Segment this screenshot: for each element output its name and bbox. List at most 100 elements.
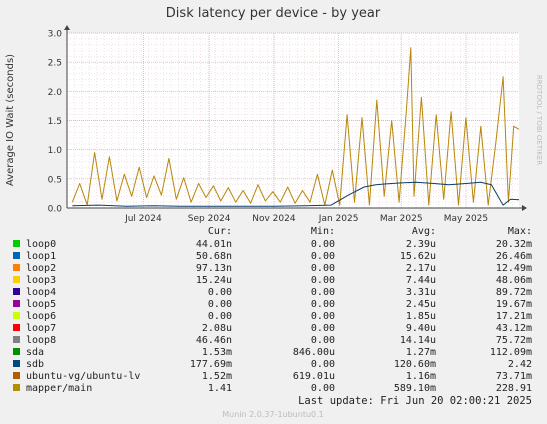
legend-swatch xyxy=(13,384,20,391)
legend-swatch xyxy=(13,264,20,271)
legend-name: sda xyxy=(26,347,44,358)
y-axis-label: Average IO Wait (seconds) xyxy=(5,54,16,186)
y-tick-label: 0.0 xyxy=(48,205,63,215)
legend-value-max: 2.42 xyxy=(508,359,532,370)
legend-value-avg: 15.62u xyxy=(400,251,436,262)
legend-value-avg: 1.85u xyxy=(406,311,436,322)
legend-value-cur: 0.00 xyxy=(208,299,232,310)
legend-value-min: 0.00 xyxy=(311,359,335,370)
legend-name: loop8 xyxy=(26,335,56,346)
x-tick-label: Nov 2024 xyxy=(252,214,296,224)
legend-value-min: 0.00 xyxy=(311,311,335,322)
legend-value-max: 19.67m xyxy=(496,299,532,310)
legend-row-loop5: loop5 0.00 0.00 2.45u 19.67m xyxy=(13,299,532,310)
x-tick-label: Mar 2025 xyxy=(380,214,423,224)
legend-value-avg: 9.40u xyxy=(406,323,436,334)
legend-row-loop1: loop1 50.68n 0.00 15.62u 26.46m xyxy=(13,251,532,262)
legend-value-min: 0.00 xyxy=(311,263,335,274)
y-tick-label: 2.5 xyxy=(48,59,62,69)
legend-row-loop4: loop4 0.00 0.00 3.31u 89.72m xyxy=(13,287,532,298)
legend-value-avg: 120.60m xyxy=(394,359,436,370)
series-line-mapper-main xyxy=(71,47,520,206)
legend-value-avg: 7.44u xyxy=(406,275,436,286)
chart-title: Disk latency per device - by year xyxy=(166,6,381,21)
legend-swatch xyxy=(13,372,20,379)
last-update: Last update: Fri Jun 20 02:00:21 2025 xyxy=(298,395,532,407)
legend-value-cur: 46.46n xyxy=(196,335,232,346)
series-line-sdb xyxy=(72,181,520,207)
legend-value-cur: 177.69m xyxy=(190,359,232,370)
legend-row-loop3: loop3 15.24u 0.00 7.44u 48.06m xyxy=(13,275,532,286)
y-axis-arrow xyxy=(64,25,70,30)
legend-value-max: 17.21m xyxy=(496,311,532,322)
legend-value-cur: 1.53m xyxy=(202,347,232,358)
legend-value-max: 73.71m xyxy=(496,371,532,382)
legend-header-avg: Avg: xyxy=(412,226,436,237)
legend-value-min: 0.00 xyxy=(311,299,335,310)
legend-value-avg: 14.14u xyxy=(400,335,436,346)
legend-value-max: 20.32m xyxy=(496,239,532,250)
legend-value-avg: 1.16m xyxy=(406,371,436,382)
x-tick-label: Sep 2024 xyxy=(188,214,231,224)
legend-value-avg: 2.45u xyxy=(406,299,436,310)
munin-footer: Munin 2.0.37-1ubuntu0.1 xyxy=(222,410,324,419)
legend-swatch xyxy=(13,300,20,307)
legend-value-cur: 15.24u xyxy=(196,275,232,286)
legend-value-cur: 1.41 xyxy=(208,383,232,394)
legend-value-max: 75.72m xyxy=(496,335,532,346)
legend-name: ubuntu-vg/ubuntu-lv xyxy=(26,371,140,382)
legend-value-cur: 50.68n xyxy=(196,251,232,262)
legend-value-cur: 0.00 xyxy=(208,311,232,322)
legend-value-min: 0.00 xyxy=(311,239,335,250)
y-tick-label: 1.0 xyxy=(48,146,63,156)
legend-row-loop6: loop6 0.00 0.00 1.85u 17.21m xyxy=(13,311,532,322)
legend-value-avg: 1.27m xyxy=(406,347,436,358)
legend-header-max: Max: xyxy=(508,226,532,237)
legend-value-min: 0.00 xyxy=(311,275,335,286)
legend-value-max: 12.49m xyxy=(496,263,532,274)
legend-value-max: 112.09m xyxy=(490,347,532,358)
legend-value-min: 0.00 xyxy=(311,335,335,346)
legend-value-cur: 0.00 xyxy=(208,287,232,298)
legend-swatch xyxy=(13,360,20,367)
legend-row-loop8: loop8 46.46n 0.00 14.14u 75.72m xyxy=(13,335,532,346)
legend-name: loop0 xyxy=(26,239,56,250)
legend-value-max: 89.72m xyxy=(496,287,532,298)
legend-row-loop7: loop7 2.08u 0.00 9.40u 43.12m xyxy=(13,323,532,334)
legend-value-max: 43.12m xyxy=(496,323,532,334)
legend-value-cur: 1.52m xyxy=(202,371,232,382)
legend-value-cur: 44.01n xyxy=(196,239,232,250)
legend-header-cur: Cur: xyxy=(208,226,232,237)
legend-row-mapper-main: mapper/main 1.41 0.00 589.10m 228.91 xyxy=(13,383,532,394)
y-tick-label: 1.5 xyxy=(48,117,62,127)
legend-value-min: 846.00u xyxy=(293,347,335,358)
legend-swatch xyxy=(13,312,20,319)
x-tick-label: Jan 2025 xyxy=(318,214,359,224)
watermark: RRDTOOL / TOBI OETIKER xyxy=(535,75,543,165)
legend-swatch xyxy=(13,240,20,247)
x-axis-arrow xyxy=(522,205,527,211)
legend-value-min: 0.00 xyxy=(311,251,335,262)
legend-name: loop5 xyxy=(26,299,56,310)
legend-name: loop6 xyxy=(26,311,56,322)
legend-value-cur: 2.08u xyxy=(202,323,232,334)
legend-value-min: 0.00 xyxy=(311,383,335,394)
legend-name: loop3 xyxy=(26,275,56,286)
legend-row-loop0: loop0 44.01n 0.00 2.39u 20.32m xyxy=(13,239,532,250)
legend-swatch xyxy=(13,336,20,343)
legend-value-avg: 589.10m xyxy=(394,383,436,394)
legend-value-max: 26.46m xyxy=(496,251,532,262)
x-tick-label: May 2025 xyxy=(444,214,488,224)
legend-swatch xyxy=(13,252,20,259)
legend-swatch xyxy=(13,324,20,331)
y-tick-label: 2.0 xyxy=(48,88,63,98)
legend-value-max: 48.06m xyxy=(496,275,532,286)
legend-swatch xyxy=(13,348,20,355)
legend-row-ubuntu-vg-ubuntu-lv: ubuntu-vg/ubuntu-lv 1.52m 619.01u 1.16m 73.7… xyxy=(13,371,532,382)
legend-name: mapper/main xyxy=(26,383,92,394)
legend-value-avg: 2.39u xyxy=(406,239,436,250)
legend-value-min: 0.00 xyxy=(311,287,335,298)
legend-name: loop4 xyxy=(26,287,56,298)
